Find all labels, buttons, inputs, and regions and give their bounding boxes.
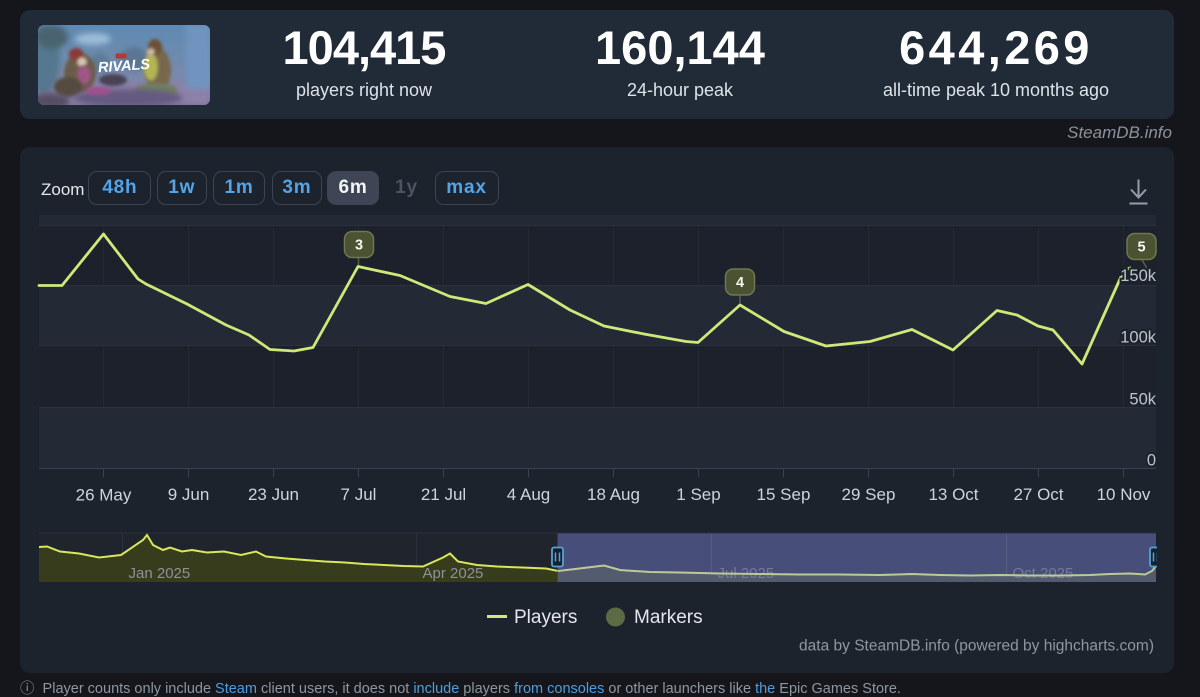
svg-text:21 Jul: 21 Jul: [421, 485, 466, 504]
svg-text:Oct 2025: Oct 2025: [1013, 565, 1074, 582]
svg-text:27 Oct: 27 Oct: [1013, 485, 1063, 504]
svg-text:data by SteamDB.info (powered: data by SteamDB.info (powered by highcha…: [799, 638, 1154, 655]
svg-text:100k: 100k: [1120, 329, 1157, 347]
svg-text:7 Jul: 7 Jul: [341, 485, 377, 504]
svg-text:13 Oct: 13 Oct: [928, 485, 978, 504]
svg-text:18 Aug: 18 Aug: [587, 485, 640, 504]
svg-text:15 Sep: 15 Sep: [757, 485, 811, 504]
svg-text:50k: 50k: [1129, 391, 1156, 409]
svg-text:1 Sep: 1 Sep: [676, 485, 720, 504]
svg-text:4: 4: [736, 275, 744, 291]
svg-text:Jan 2025: Jan 2025: [129, 565, 191, 582]
svg-text:23 Jun: 23 Jun: [248, 485, 299, 504]
svg-text:9 Jun: 9 Jun: [168, 485, 210, 504]
svg-text:Players: Players: [514, 607, 577, 628]
svg-text:4 Aug: 4 Aug: [507, 485, 551, 504]
svg-text:Markers: Markers: [634, 607, 703, 628]
svg-text:10 Nov: 10 Nov: [1097, 485, 1151, 504]
svg-text:26 May: 26 May: [76, 486, 132, 505]
svg-text:150k: 150k: [1120, 267, 1157, 285]
svg-text:RIVALS: RIVALS: [97, 57, 150, 77]
svg-text:29 Sep: 29 Sep: [842, 485, 896, 504]
svg-text:5: 5: [1137, 240, 1145, 256]
svg-text:3: 3: [355, 238, 363, 254]
svg-text:Apr 2025: Apr 2025: [423, 565, 484, 582]
svg-text:0: 0: [1147, 452, 1156, 470]
